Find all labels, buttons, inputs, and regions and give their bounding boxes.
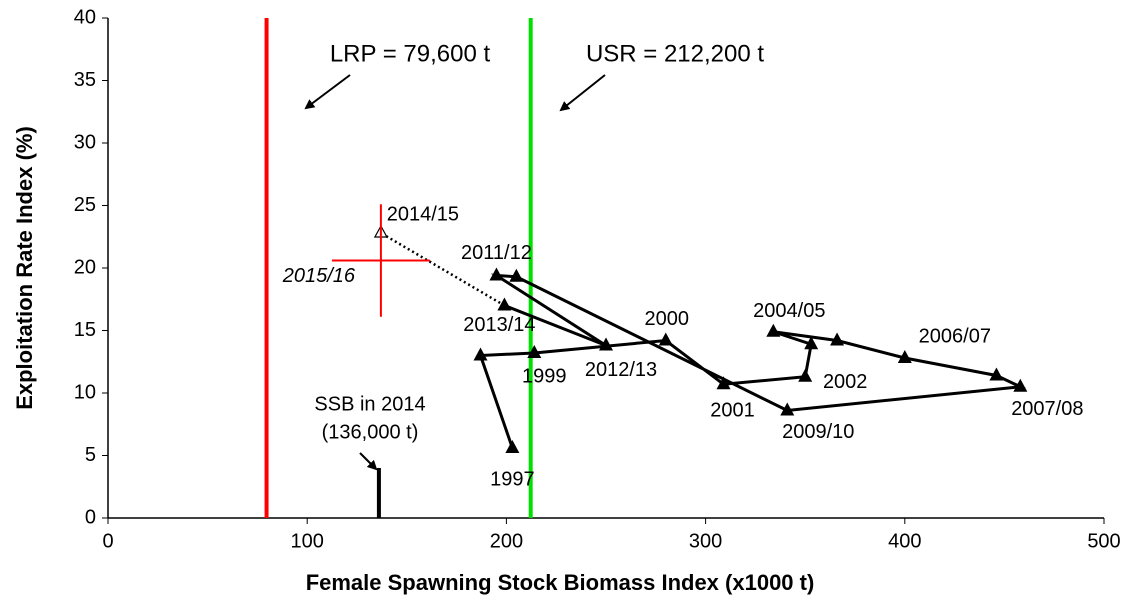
point-label: 2007/08	[1011, 398, 1083, 420]
point-label: 2009/10	[782, 421, 854, 443]
y-tick-label: 10	[74, 381, 96, 403]
y-tick-label: 20	[74, 256, 96, 278]
y-tick-label: 40	[74, 6, 96, 28]
point-marker	[1013, 378, 1028, 392]
ssb-label: (136,000 t)	[322, 421, 419, 443]
point-label: 2012/13	[585, 359, 657, 381]
point-marker	[830, 332, 845, 346]
point-marker	[804, 336, 819, 350]
point-marker	[599, 337, 613, 351]
point-label: 2004/05	[753, 300, 825, 322]
point-marker	[658, 332, 673, 346]
point-marker	[716, 376, 731, 390]
projection-line	[380, 231, 506, 307]
point-marker	[780, 402, 795, 416]
point-marker	[766, 323, 781, 337]
x-tick-label: 100	[291, 530, 324, 552]
point-label: 2011/12	[461, 242, 532, 264]
point-marker	[497, 297, 512, 311]
trajectory-line	[478, 273, 1026, 449]
point-label: 2001	[710, 400, 755, 422]
point-label: 2000	[645, 308, 690, 330]
point-label: 1999	[522, 365, 567, 387]
point-label: 1997	[490, 468, 535, 490]
reference-label: USR = 212,200 t	[586, 40, 764, 67]
annotation-arrow	[304, 74, 351, 110]
y-tick-label: 30	[74, 131, 96, 153]
x-tick-label: 200	[490, 530, 523, 552]
y-tick-label: 25	[74, 194, 96, 216]
point-marker	[505, 440, 520, 453]
x-tick-label: 300	[689, 530, 722, 552]
y-tick-label: 0	[85, 506, 96, 528]
x-tick-label: 400	[888, 530, 921, 552]
point-marker	[798, 368, 813, 382]
point-label: 2013/14	[463, 314, 535, 336]
x-tick-label: 500	[1087, 530, 1120, 552]
x-tick-label: 0	[102, 530, 113, 552]
y-axis-title: Exploitation Rate Index (%)	[12, 126, 37, 410]
reference-label: LRP = 79,600 t	[330, 40, 491, 67]
y-tick-label: 35	[74, 69, 96, 91]
point-label: 2002	[823, 371, 868, 393]
annotation-arrow	[559, 74, 606, 112]
annotation-arrow	[359, 452, 378, 471]
point-label: 2006/07	[919, 325, 991, 347]
point-marker	[527, 345, 542, 358]
ssb-label: SSB in 2014	[314, 393, 425, 415]
x-axis-title: Female Spawning Stock Biomass Index (x10…	[306, 570, 815, 595]
point-marker	[989, 367, 1004, 381]
error-cross-label: 2015/16	[282, 265, 356, 287]
y-tick-label: 15	[74, 319, 96, 341]
point-marker	[509, 268, 524, 282]
point-marker	[473, 347, 488, 361]
point-marker	[897, 350, 912, 363]
point-marker	[489, 267, 504, 281]
projection-label: 2014/15	[387, 203, 459, 225]
y-tick-label: 5	[85, 444, 96, 466]
